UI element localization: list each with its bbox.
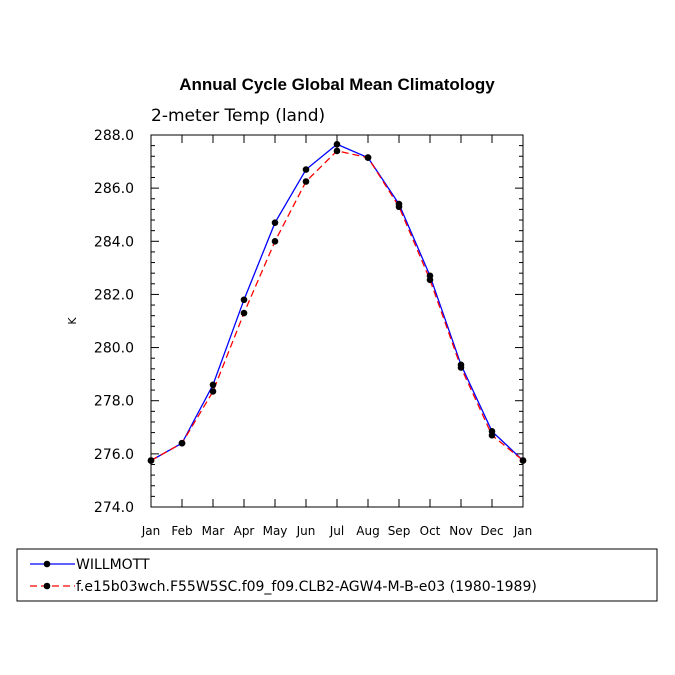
series-1-point [302,178,310,185]
legend-label-0: WILLMOTT [76,557,150,573]
series-line-1 [150,150,524,462]
chart-title: Annual Cycle Global Mean Climatology [179,75,495,94]
series-1-point [271,237,279,245]
x-tick-label: Jun [296,524,316,538]
series-line-0 [150,143,524,462]
x-tick-label: Mar [202,524,225,538]
series-1-point [457,364,465,371]
legend-marker-1 [43,582,51,590]
x-tick-label: Sep [388,524,411,538]
series-1-point [395,203,403,211]
x-tick-label: Aug [356,524,379,538]
y-axis-label: K [66,317,79,325]
legend-marker-0 [43,560,51,568]
legend-box [16,548,658,602]
y-tick-label: 276.0 [94,447,134,463]
series-1-point [426,276,434,284]
plot-frame [150,134,524,508]
y-tick-label: 286.0 [94,181,134,197]
x-tick-label: Jul [329,524,344,538]
chart-subtitle: 2-meter Temp (land) [151,106,325,126]
series-1-point [209,388,217,395]
y-tick-label: 282.0 [94,287,134,303]
legend-label-1: f.e15b03wch.F55W5SC.f09_f09.CLB2-AGW4-M-… [76,579,537,595]
series-0-point [209,381,217,389]
series-1-point [364,154,372,161]
y-tick-label: 274.0 [94,500,134,516]
series-1-point [178,439,186,447]
x-tick-label: Jan [141,524,161,538]
series-1-point [488,431,496,439]
y-tick-label: 278.0 [94,394,134,410]
series-0-point [333,141,341,148]
x-tick-label: May [263,524,288,538]
series-1-point [333,147,341,155]
series-0-point [271,219,279,226]
x-tick-label: Apr [234,524,255,538]
series-0-point [302,166,310,173]
x-tick-label: Oct [420,524,441,538]
x-tick-label: Feb [171,524,192,538]
y-tick-label: 280.0 [94,341,134,357]
series-1-point [240,309,248,317]
x-tick-label: Nov [449,524,472,538]
y-tick-label: 284.0 [94,234,134,250]
x-tick-label: Dec [480,524,503,538]
series-0-point [240,296,248,304]
y-tick-label: 288.0 [94,128,134,144]
x-tick-label: Jan [513,524,533,538]
